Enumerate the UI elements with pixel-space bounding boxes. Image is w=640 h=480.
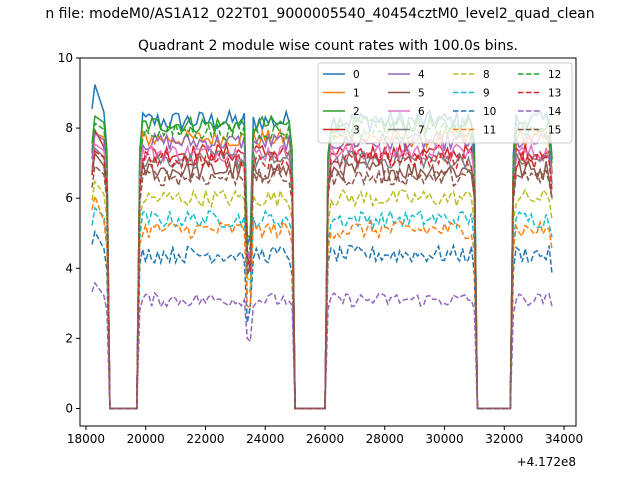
legend-label-5: 5 (418, 88, 425, 100)
x-tick-label: 26000 (306, 432, 344, 446)
y-tick-label: 6 (65, 191, 73, 205)
legend-label-4: 4 (418, 69, 425, 81)
x-tick-label: 20000 (127, 432, 165, 446)
x-tick-label: 24000 (246, 432, 284, 446)
x-tick-label: 18000 (67, 432, 105, 446)
series-layer (91, 84, 553, 410)
chart-title: Quadrant 2 module wise count rates with … (138, 38, 518, 54)
series-line-3 (91, 127, 553, 410)
series-line-14 (91, 281, 553, 410)
x-tick-label: 32000 (485, 432, 523, 446)
x-tick-label: 30000 (425, 432, 463, 446)
legend-label-6: 6 (418, 106, 425, 118)
y-tick-label: 4 (65, 261, 73, 275)
x-offset-label: +4.172e8 (517, 455, 576, 469)
figure-suptitle: n file: modeM0/AS1A12_022T01_9000005540_… (45, 6, 594, 22)
series-line-11 (91, 193, 553, 410)
legend-label-2: 2 (353, 106, 360, 118)
x-tick-label: 34000 (545, 432, 583, 446)
series-line-9 (91, 206, 553, 410)
legend-label-8: 8 (483, 69, 490, 81)
x-tick-label: 28000 (366, 432, 404, 446)
series-line-6 (91, 142, 553, 410)
legend-box (317, 62, 573, 144)
legend-label-9: 9 (483, 88, 490, 100)
legend-label-7: 7 (418, 125, 425, 137)
series-line-5 (91, 151, 553, 410)
series-line-8 (91, 179, 553, 410)
legend-label-15: 15 (548, 125, 561, 137)
y-tick-label: 0 (65, 401, 73, 415)
x-axis: 18000 20000 22000 24000 26000 28000 30000 32000… (67, 426, 583, 446)
y-axis: 0 2 4 6 8 10 (58, 51, 80, 415)
series-line-15 (91, 164, 553, 410)
y-tick-label: 8 (65, 121, 73, 135)
plot-frame (79, 57, 577, 427)
legend-label-10: 10 (483, 106, 496, 118)
series-line-13 (91, 148, 553, 410)
legend-label-3: 3 (353, 125, 360, 137)
series-line-7 (91, 146, 553, 410)
x-tick-label: 22000 (186, 432, 224, 446)
series-line-10 (91, 229, 553, 410)
y-tick-label: 10 (58, 51, 73, 65)
legend-label-14: 14 (548, 106, 562, 118)
legend-label-12: 12 (548, 69, 561, 81)
legend-label-11: 11 (483, 125, 496, 137)
legend-label-13: 13 (548, 88, 561, 100)
series-line-12 (91, 119, 553, 410)
legend-label-1: 1 (353, 88, 360, 100)
series-line-1 (91, 127, 553, 410)
legend-label-0: 0 (353, 69, 360, 81)
y-tick-label: 2 (65, 331, 73, 345)
series-line-4 (91, 131, 553, 410)
